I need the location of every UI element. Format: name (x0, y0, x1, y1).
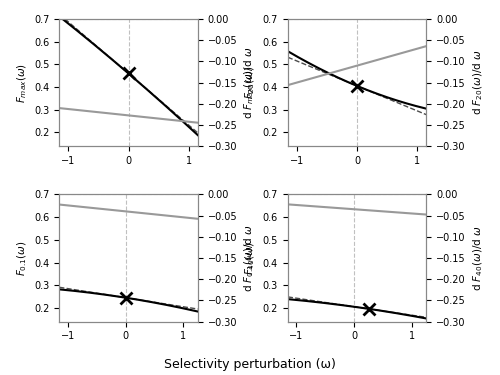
Y-axis label: d $F_{0.1}(\omega)$/d $\omega$: d $F_{0.1}(\omega)$/d $\omega$ (243, 224, 256, 292)
Y-axis label: d $F_{max}(\omega)$/d $\omega$: d $F_{max}(\omega)$/d $\omega$ (243, 46, 256, 119)
Y-axis label: $F_{20}(\omega)$: $F_{20}(\omega)$ (244, 66, 257, 99)
Y-axis label: $F_{max}(\omega)$: $F_{max}(\omega)$ (15, 63, 28, 102)
Y-axis label: $F_{0.1}(\omega)$: $F_{0.1}(\omega)$ (15, 240, 28, 276)
Text: Selectivity perturbation (ω): Selectivity perturbation (ω) (164, 358, 336, 371)
Y-axis label: $F_{40}(\omega)$: $F_{40}(\omega)$ (244, 241, 257, 274)
Y-axis label: d $F_{40}(\omega)$/d $\omega$: d $F_{40}(\omega)$/d $\omega$ (472, 225, 485, 291)
Y-axis label: d $F_{20}(\omega)$/d $\omega$: d $F_{20}(\omega)$/d $\omega$ (472, 50, 485, 116)
